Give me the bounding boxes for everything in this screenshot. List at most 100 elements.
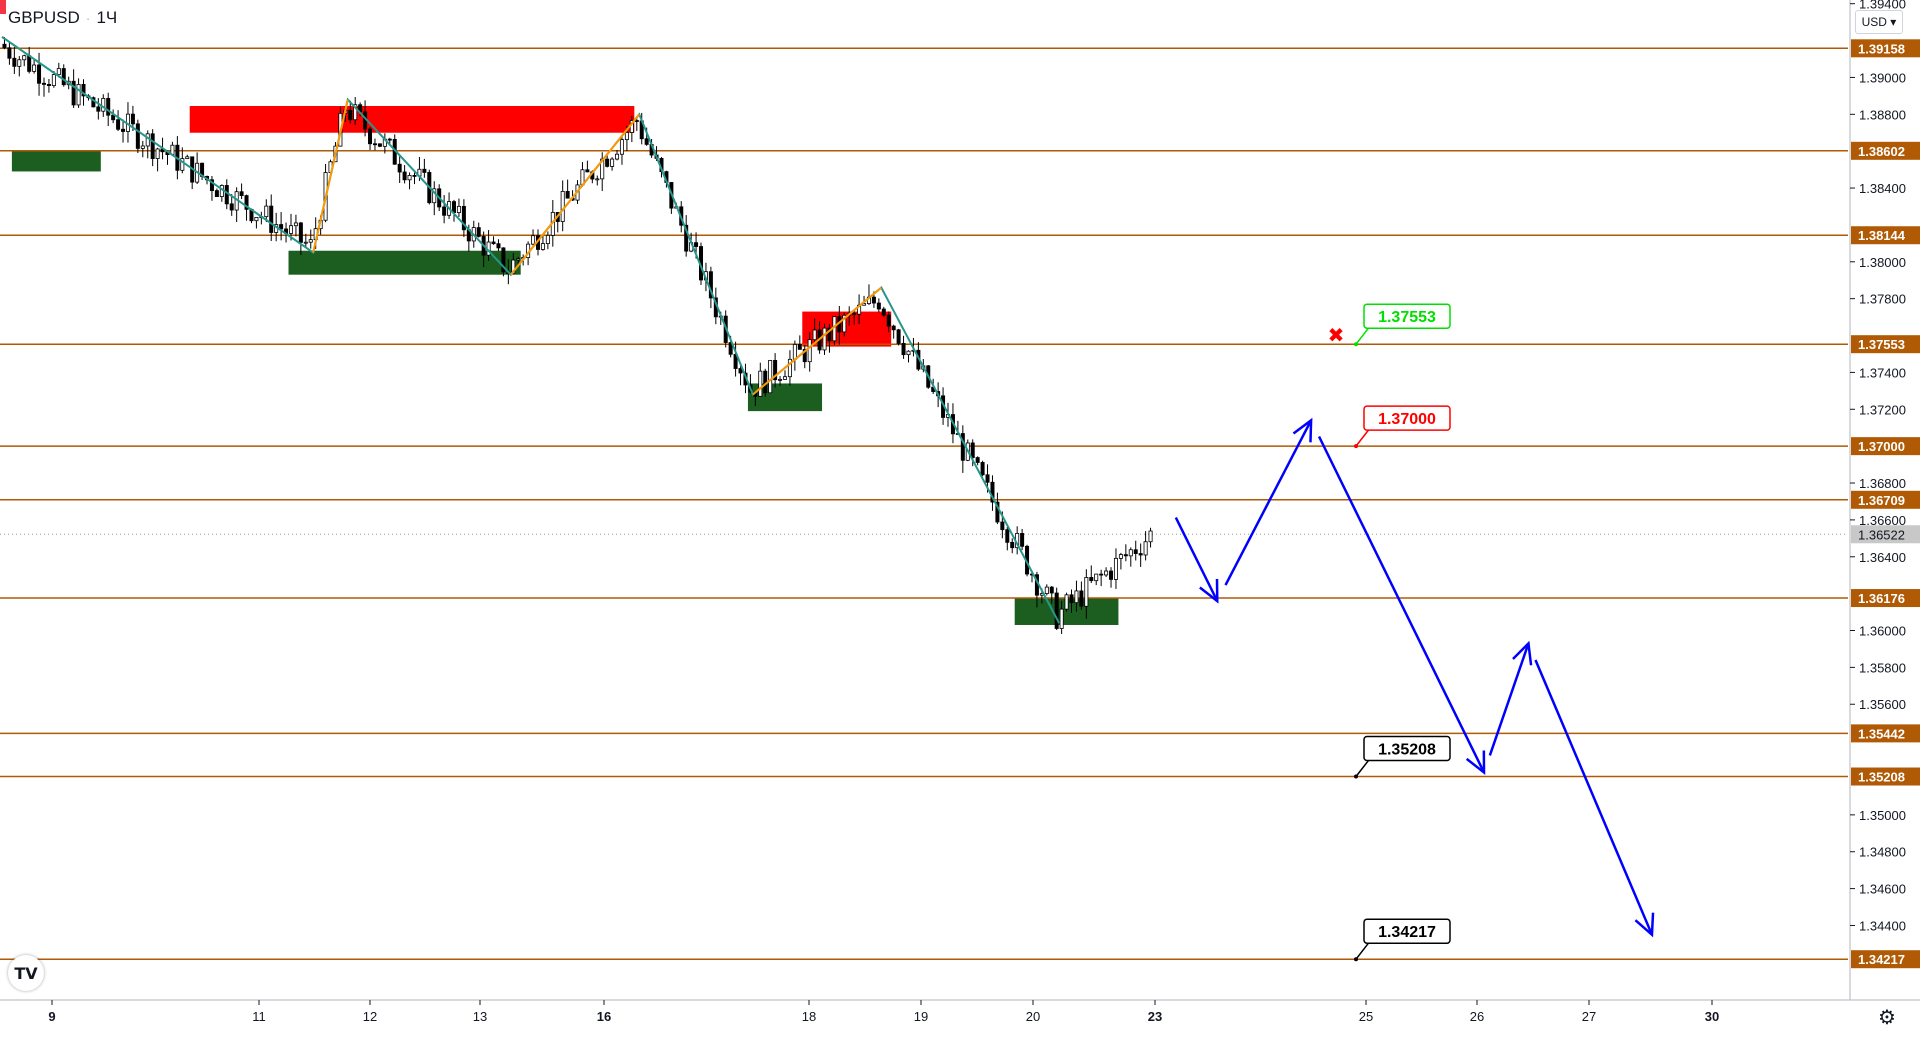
time-tick-label: 26 bbox=[1470, 1009, 1484, 1024]
candle-body bbox=[402, 171, 407, 181]
candle bbox=[308, 229, 313, 249]
time-tick-label: 13 bbox=[473, 1009, 487, 1024]
candle bbox=[37, 52, 42, 96]
level-price-tag bbox=[1851, 39, 1920, 58]
candle bbox=[758, 362, 763, 397]
candle bbox=[545, 231, 550, 250]
forecast-arrowhead bbox=[1199, 578, 1219, 604]
target-anchor bbox=[1354, 342, 1358, 347]
time-tick-label: 18 bbox=[802, 1009, 816, 1024]
candle-body bbox=[12, 57, 17, 67]
candle-body bbox=[787, 358, 792, 378]
candle bbox=[377, 143, 382, 148]
candle bbox=[782, 370, 787, 380]
candle bbox=[496, 239, 501, 252]
target-price: 1.34217 bbox=[1378, 924, 1436, 941]
candle-body bbox=[782, 376, 787, 380]
candle bbox=[407, 172, 412, 190]
candle-body bbox=[145, 133, 150, 147]
candle bbox=[293, 214, 298, 237]
candle bbox=[615, 149, 620, 161]
tradingview-logo[interactable]: TV bbox=[8, 955, 44, 991]
candle bbox=[71, 69, 76, 109]
candle-body bbox=[871, 296, 876, 304]
candle-body bbox=[1079, 590, 1084, 607]
candle-body bbox=[634, 120, 639, 122]
candle-body bbox=[27, 55, 32, 72]
candle bbox=[412, 172, 417, 185]
price-tick-label: 1.38000 bbox=[1859, 255, 1906, 270]
candle-body bbox=[792, 344, 797, 360]
level-price-label: 1.36709 bbox=[1858, 493, 1905, 508]
time-tick-label: 30 bbox=[1705, 1009, 1719, 1024]
candle-body bbox=[728, 342, 733, 355]
price-tick-label: 1.36800 bbox=[1859, 476, 1906, 491]
target-box bbox=[1363, 918, 1451, 944]
candle-body bbox=[995, 501, 1000, 523]
candle-body bbox=[886, 314, 891, 327]
candle bbox=[540, 235, 545, 251]
target-anchor bbox=[1354, 444, 1358, 449]
candle bbox=[185, 154, 190, 160]
currency-selector[interactable]: USD ▾ bbox=[1855, 10, 1903, 34]
candle-body bbox=[763, 370, 768, 394]
candle-body bbox=[106, 98, 111, 116]
level-price-tag bbox=[1851, 226, 1920, 245]
candle bbox=[980, 460, 985, 477]
candle bbox=[264, 199, 269, 223]
candle-body bbox=[797, 344, 802, 350]
symbol-header[interactable]: GBPUSD · 1Ч bbox=[8, 8, 117, 28]
candle bbox=[279, 212, 284, 241]
candle bbox=[96, 98, 101, 120]
price-axis: 1.39400 1.39000 1.38800 1.38400 1.38000 1.378… bbox=[1849, 0, 1920, 1000]
price-tick-label: 1.36000 bbox=[1859, 624, 1906, 639]
time-tick-label: 12 bbox=[363, 1009, 377, 1024]
candle-body bbox=[180, 158, 185, 171]
candle bbox=[76, 78, 81, 108]
zigzag-layer bbox=[1, 36, 1061, 624]
candle-body bbox=[778, 378, 783, 381]
level-price-label: 1.35442 bbox=[1858, 726, 1905, 741]
candle bbox=[1059, 600, 1064, 635]
candle bbox=[768, 359, 773, 394]
candle-body bbox=[387, 138, 392, 141]
candle-body bbox=[96, 106, 101, 112]
candle bbox=[491, 236, 496, 245]
candle-body bbox=[1000, 521, 1005, 531]
time-tick-label: 16 bbox=[597, 1009, 611, 1024]
candle-body bbox=[254, 217, 259, 222]
candle bbox=[891, 324, 896, 339]
symbol-name[interactable]: GBPUSD bbox=[8, 8, 80, 27]
target-leader bbox=[1355, 758, 1371, 777]
candle bbox=[896, 328, 901, 346]
candle bbox=[842, 312, 847, 337]
level-price-tag bbox=[1851, 767, 1920, 786]
candle-body bbox=[244, 195, 249, 210]
forecast-leg bbox=[1317, 435, 1486, 774]
candle bbox=[866, 284, 871, 306]
level-price-tag bbox=[1851, 490, 1920, 509]
target-leader bbox=[1355, 940, 1371, 960]
candle-body bbox=[768, 359, 773, 394]
zigzag-orange bbox=[752, 286, 882, 396]
candle bbox=[195, 152, 200, 184]
gear-icon[interactable]: ⚙ bbox=[1878, 1007, 1896, 1029]
candle-body bbox=[1123, 554, 1128, 557]
target-anchor bbox=[1354, 774, 1358, 779]
candle-body bbox=[432, 188, 437, 204]
level-price-tag bbox=[1851, 437, 1920, 456]
candle bbox=[372, 138, 377, 151]
level-price-label: 1.37000 bbox=[1858, 439, 1905, 454]
candle-body bbox=[980, 462, 985, 476]
candle-body bbox=[7, 47, 12, 59]
price-tick-label: 1.35800 bbox=[1859, 660, 1906, 675]
candle bbox=[244, 194, 249, 221]
candle bbox=[1113, 548, 1118, 589]
candle bbox=[269, 194, 274, 242]
candle-body bbox=[116, 119, 121, 130]
candle bbox=[634, 117, 639, 131]
candle bbox=[1094, 573, 1099, 586]
interval-label[interactable]: 1Ч bbox=[96, 8, 118, 27]
candle-body bbox=[135, 123, 140, 149]
